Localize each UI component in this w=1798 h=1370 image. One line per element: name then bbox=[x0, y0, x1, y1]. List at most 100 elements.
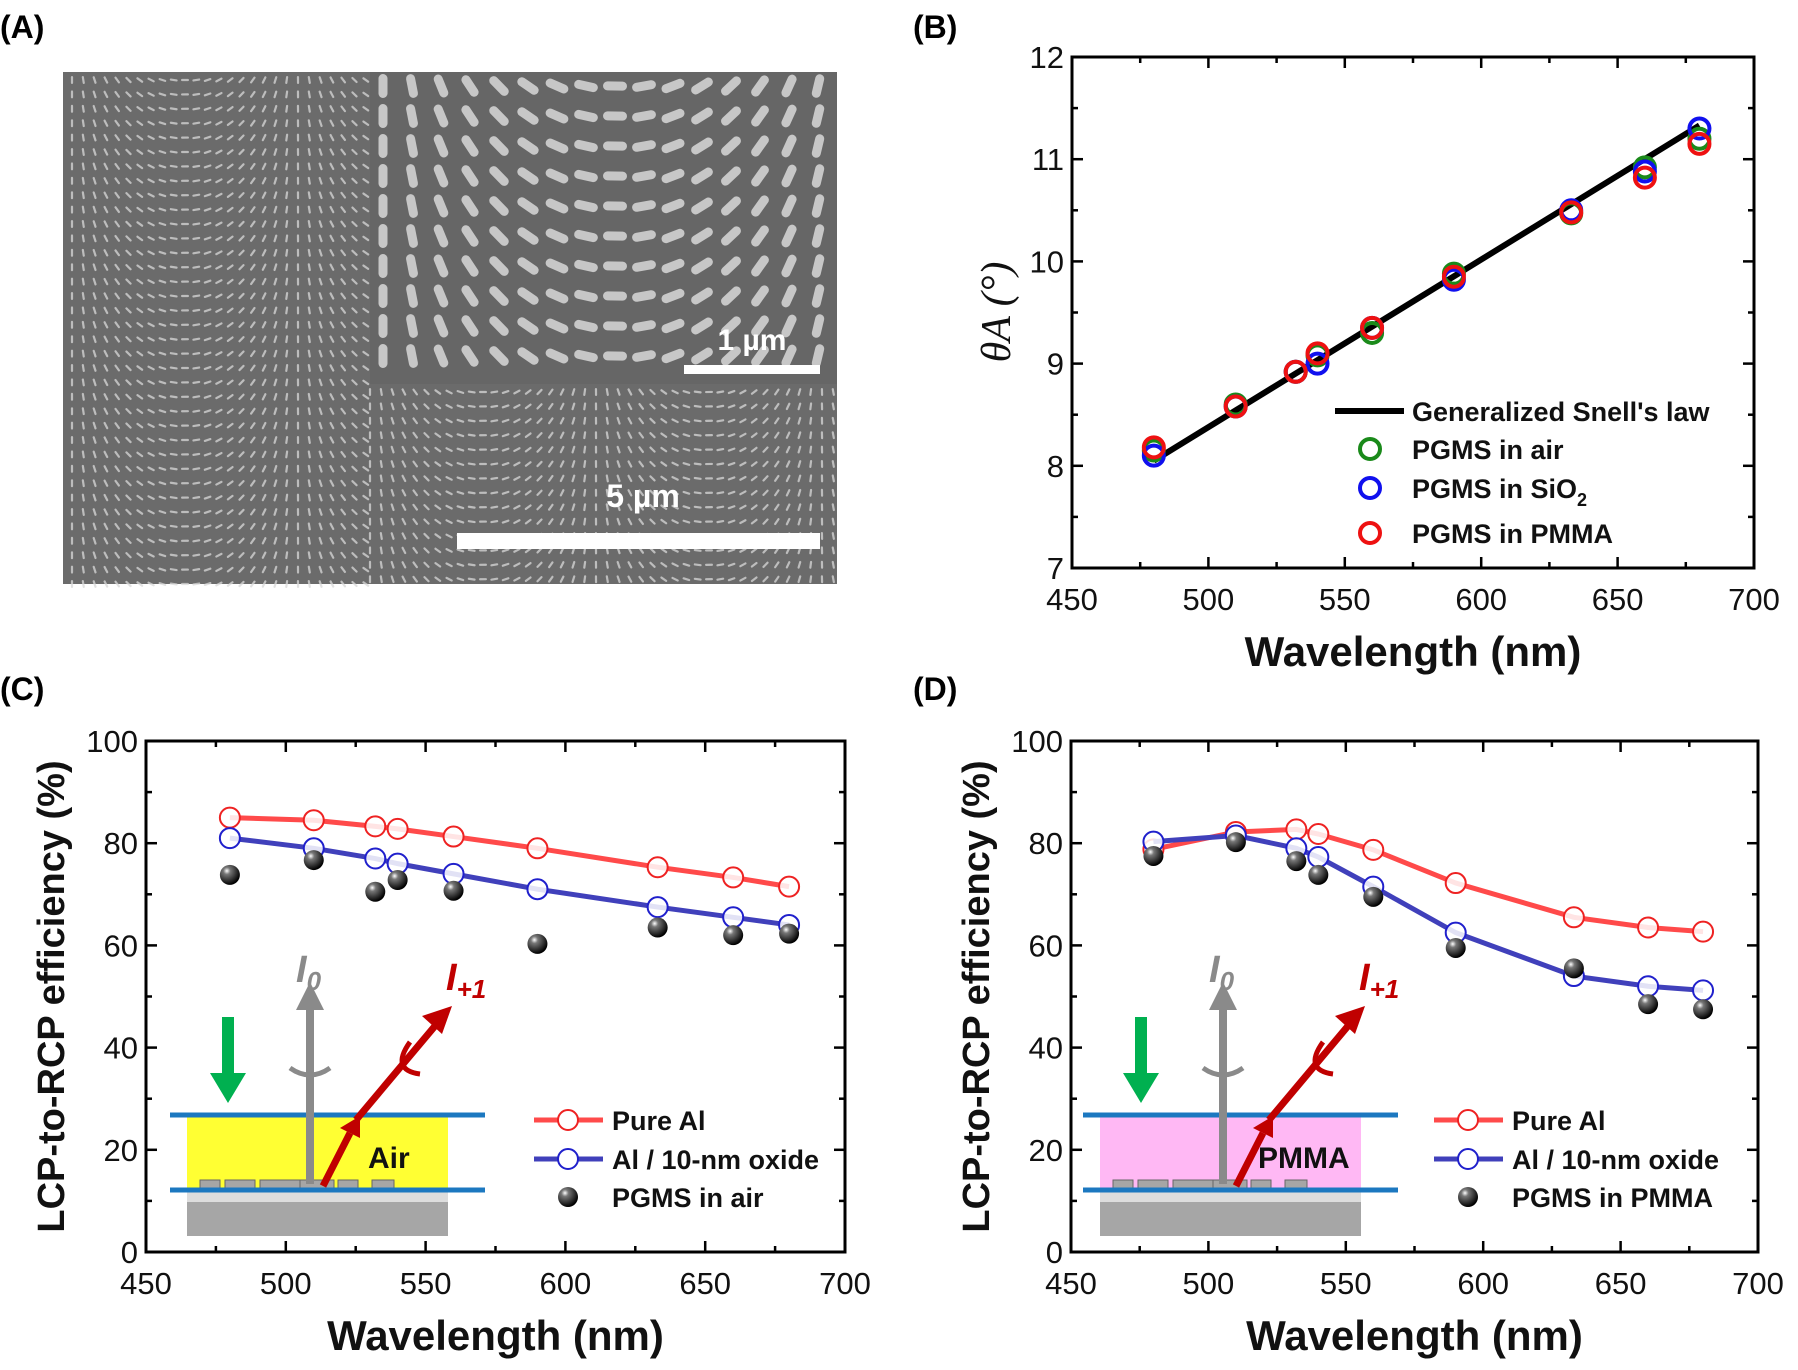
nanorod bbox=[501, 404, 510, 409]
nanorod bbox=[809, 460, 813, 468]
nanorod bbox=[114, 364, 121, 372]
nanorod bbox=[705, 419, 713, 422]
nanorod bbox=[158, 366, 167, 370]
nanorod bbox=[661, 228, 685, 244]
nanorod bbox=[285, 522, 289, 531]
nanorod bbox=[603, 201, 627, 211]
nanorod bbox=[238, 177, 245, 184]
nanorod bbox=[627, 388, 633, 396]
nanorod bbox=[340, 119, 347, 127]
nanorod bbox=[693, 433, 702, 437]
nanorod bbox=[192, 568, 201, 572]
nanorod bbox=[158, 380, 167, 385]
nanorod bbox=[638, 503, 645, 511]
nanorod bbox=[811, 194, 825, 218]
nanorod bbox=[401, 474, 407, 483]
nanorod bbox=[114, 76, 121, 84]
nanorod bbox=[456, 548, 465, 553]
nanorod bbox=[362, 106, 370, 112]
nanorod bbox=[638, 388, 645, 396]
nanorod bbox=[705, 563, 713, 566]
nanorod bbox=[125, 206, 132, 213]
x-tick-label: 450 bbox=[1046, 582, 1098, 617]
nanorod bbox=[261, 162, 267, 171]
nanorod bbox=[203, 77, 212, 83]
nanorod bbox=[92, 436, 97, 444]
nanorod bbox=[273, 76, 278, 84]
nanorod bbox=[490, 520, 499, 524]
nanorod bbox=[479, 405, 487, 408]
data-point-al-10-nm-oxide bbox=[1637, 975, 1660, 998]
nanorod bbox=[226, 221, 234, 227]
nanorod bbox=[169, 78, 178, 82]
nanorod bbox=[318, 90, 323, 99]
nanorod bbox=[638, 446, 645, 454]
nanorod bbox=[489, 346, 509, 366]
nanorod bbox=[820, 532, 824, 540]
nanorod bbox=[401, 546, 407, 555]
nanorod bbox=[250, 162, 256, 170]
nanorod bbox=[181, 165, 189, 168]
scale-label-5um: 5 µm bbox=[606, 478, 680, 514]
nanorod bbox=[661, 138, 685, 154]
data-point-pgms-in-pmma bbox=[1687, 131, 1712, 156]
nanorod bbox=[632, 200, 656, 212]
nanorod bbox=[70, 364, 74, 372]
nanorod bbox=[307, 378, 311, 387]
nanorod bbox=[181, 122, 189, 125]
nanorod bbox=[273, 551, 278, 560]
zero-order-rotation-icon bbox=[288, 1065, 332, 1078]
nanorod bbox=[318, 205, 323, 214]
nanorod bbox=[406, 74, 418, 98]
nanorod bbox=[574, 289, 598, 303]
nanorod bbox=[92, 320, 97, 329]
nanorod bbox=[147, 423, 155, 429]
nanorod bbox=[226, 120, 234, 127]
nanorod bbox=[285, 364, 289, 372]
nanorod bbox=[203, 178, 212, 183]
nanorod bbox=[285, 205, 289, 214]
nanorod bbox=[261, 133, 267, 142]
nanorod bbox=[456, 462, 465, 466]
nanorod bbox=[158, 510, 167, 514]
nanorod bbox=[445, 432, 453, 438]
nanorod bbox=[490, 505, 499, 509]
nanorod bbox=[136, 480, 144, 486]
nanorod bbox=[739, 447, 747, 453]
nanorod bbox=[285, 378, 289, 387]
nanorod bbox=[574, 169, 598, 183]
nanorod bbox=[340, 508, 347, 516]
nanorod bbox=[811, 284, 825, 308]
nanorod bbox=[103, 436, 109, 444]
nanorod bbox=[318, 263, 323, 272]
nanorod bbox=[362, 523, 370, 530]
nanorod bbox=[351, 350, 358, 357]
nanorod bbox=[169, 424, 178, 428]
nanorod bbox=[238, 292, 245, 300]
nanorod bbox=[406, 254, 418, 278]
nanorod bbox=[536, 460, 543, 468]
nanorod bbox=[250, 249, 256, 257]
nanorod bbox=[81, 536, 85, 545]
nanorod bbox=[261, 249, 267, 257]
nanorod bbox=[594, 474, 598, 483]
nanorod bbox=[362, 134, 370, 141]
nanorod bbox=[261, 493, 267, 502]
nanorod bbox=[406, 164, 418, 188]
nanorod bbox=[467, 404, 476, 408]
nanorod bbox=[81, 277, 85, 286]
x-tick-label: 550 bbox=[1320, 1266, 1372, 1301]
nanorod bbox=[489, 76, 509, 96]
nanorod bbox=[693, 419, 702, 423]
nanorod bbox=[545, 78, 569, 94]
nanorod bbox=[273, 493, 278, 502]
nanorod bbox=[296, 248, 300, 257]
nanorod bbox=[750, 417, 758, 424]
nanorod bbox=[445, 533, 453, 539]
nanorod bbox=[273, 306, 278, 315]
nanorod bbox=[226, 336, 234, 343]
nanorod bbox=[114, 393, 121, 401]
nanorod bbox=[238, 134, 245, 141]
nanorod bbox=[490, 491, 499, 495]
